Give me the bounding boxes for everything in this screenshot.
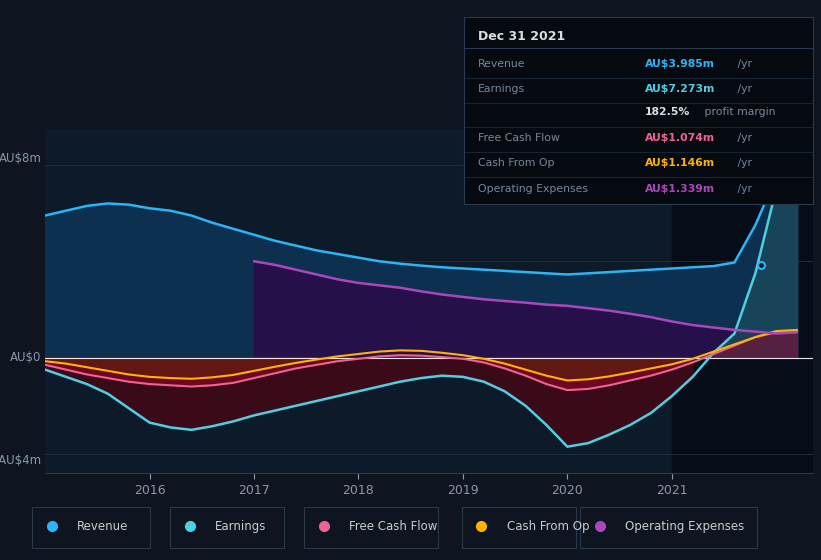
Text: /yr: /yr — [734, 158, 752, 168]
Text: Earnings: Earnings — [215, 520, 266, 533]
Text: /yr: /yr — [734, 84, 752, 94]
Text: AU$3.985m: AU$3.985m — [645, 59, 715, 69]
Bar — [672, 129, 813, 473]
Text: /yr: /yr — [734, 184, 752, 194]
Text: Cash From Op: Cash From Op — [507, 520, 589, 533]
Text: Dec 31 2021: Dec 31 2021 — [478, 30, 565, 43]
Text: Revenue: Revenue — [77, 520, 128, 533]
Text: 182.5%: 182.5% — [645, 108, 690, 118]
Text: profit margin: profit margin — [701, 108, 776, 118]
Text: /yr: /yr — [734, 133, 752, 143]
Text: AU$8m: AU$8m — [0, 152, 41, 165]
Text: Free Cash Flow: Free Cash Flow — [478, 133, 560, 143]
Text: Earnings: Earnings — [478, 84, 525, 94]
Text: Revenue: Revenue — [478, 59, 525, 69]
Text: AU$1.339m: AU$1.339m — [645, 184, 715, 194]
Text: /yr: /yr — [734, 59, 752, 69]
Text: Cash From Op: Cash From Op — [478, 158, 554, 168]
Text: Operating Expenses: Operating Expenses — [625, 520, 744, 533]
Text: AU$7.273m: AU$7.273m — [645, 84, 716, 94]
Text: AU$0: AU$0 — [10, 351, 41, 364]
Text: Operating Expenses: Operating Expenses — [478, 184, 588, 194]
Text: Free Cash Flow: Free Cash Flow — [349, 520, 438, 533]
Text: -AU$4m: -AU$4m — [0, 454, 41, 467]
Text: AU$1.146m: AU$1.146m — [645, 158, 715, 168]
Text: AU$1.074m: AU$1.074m — [645, 133, 715, 143]
